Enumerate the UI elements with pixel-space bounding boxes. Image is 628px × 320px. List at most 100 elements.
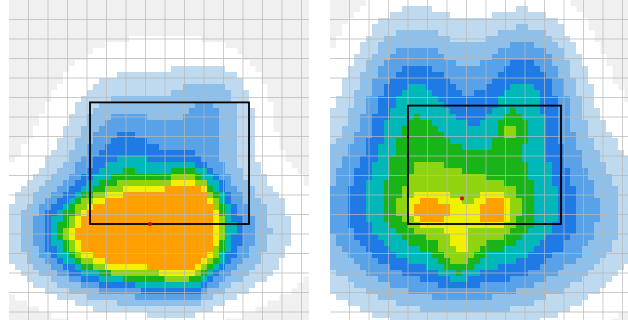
heatmap-cell [474,288,481,295]
heatmap-cell [291,222,298,229]
heatmap-cell [426,12,433,19]
heatmap-cell [39,234,46,241]
heatmap-cell [378,318,385,320]
heatmap-cell [342,204,349,211]
heatmap-cell [498,12,505,19]
heatmap-cell [480,162,487,169]
heatmap-cell [462,138,469,145]
heatmap-cell [564,24,571,31]
heatmap-cell [330,294,337,301]
heatmap-cell [171,54,178,61]
heatmap-cell [570,240,577,247]
heatmap-cell [498,126,505,133]
heatmap-cell [147,174,154,181]
heatmap-cell [171,234,178,241]
heatmap-cell [117,42,124,49]
heatmap-cell [606,162,613,169]
heatmap-cell [348,168,355,175]
heatmap-cell [360,78,367,85]
heatmap-cell [99,138,106,145]
heatmap-cell [510,156,517,163]
heatmap-cell [384,240,391,247]
heatmap-cell [450,228,457,235]
heatmap-cell [426,132,433,139]
heatmap-cell [528,108,535,115]
heatmap-cell [141,102,148,109]
heatmap-cell [516,264,523,271]
heatmap-cell [462,120,469,127]
heatmap-cell [27,162,34,169]
heatmap-cell [528,132,535,139]
heatmap-cell [390,60,397,67]
heatmap-cell [87,306,94,313]
heatmap-cell [129,120,136,127]
heatmap-cell [582,18,589,25]
heatmap-cell [183,156,190,163]
heatmap-cell [456,252,463,259]
heatmap-cell [255,234,262,241]
heatmap-cell [606,138,613,145]
heatmap-cell [492,306,499,313]
heatmap-cell [402,222,409,229]
heatmap-cell [516,60,523,67]
heatmap-cell [468,210,475,217]
heatmap-cell [189,42,196,49]
heatmap-cell [378,174,385,181]
heatmap-cell [348,42,355,49]
heatmap-cell [33,162,40,169]
heatmap-cell [546,306,553,313]
heatmap-cell [39,300,46,307]
heatmap-cell [219,72,226,79]
heatmap-cell [99,132,106,139]
heatmap-cell [225,72,232,79]
heatmap-cell [582,228,589,235]
heatmap-cell [153,276,160,283]
heatmap-cell [456,138,463,145]
heatmap-cell [111,234,118,241]
heatmap-cell [81,126,88,133]
heatmap-cell [426,6,433,13]
heatmap-cell [63,222,70,229]
heatmap-cell [93,228,100,235]
heatmap-cell [177,60,184,67]
heatmap-left-svg [9,0,309,320]
heatmap-cell [606,150,613,157]
heatmap-cell [69,102,76,109]
heatmap-cell [498,174,505,181]
heatmap-cell [69,276,76,283]
heatmap-cell [594,246,601,253]
heatmap-cell [438,186,445,193]
heatmap-cell [51,204,58,211]
heatmap-cell [165,120,172,127]
heatmap-cell [147,228,154,235]
heatmap-cell [21,246,28,253]
heatmap-cell [564,204,571,211]
heatmap-cell [219,312,226,319]
heatmap-cell [348,120,355,127]
heatmap-cell [117,126,124,133]
heatmap-cell [219,60,226,67]
heatmap-cell [51,252,58,259]
heatmap-cell [420,156,427,163]
heatmap-cell [534,198,541,205]
heatmap-cell [420,42,427,49]
heatmap-cell [582,150,589,157]
heatmap-cell [99,186,106,193]
heatmap-cell [564,318,571,320]
heatmap-cell [117,306,124,313]
heatmap-cell [618,204,625,211]
heatmap-cell [360,60,367,67]
heatmap-cell [612,204,619,211]
heatmap-cell [354,12,361,19]
heatmap-cell [372,132,379,139]
heatmap-cell [414,150,421,157]
heatmap-cell [51,102,58,109]
heatmap-cell [540,66,547,73]
heatmap-cell [117,120,124,127]
heatmap-cell [576,108,583,115]
heatmap-cell [183,312,190,319]
heatmap-cell [342,312,349,319]
heatmap-cell [540,282,547,289]
heatmap-cell [450,132,457,139]
heatmap-cell [360,138,367,145]
